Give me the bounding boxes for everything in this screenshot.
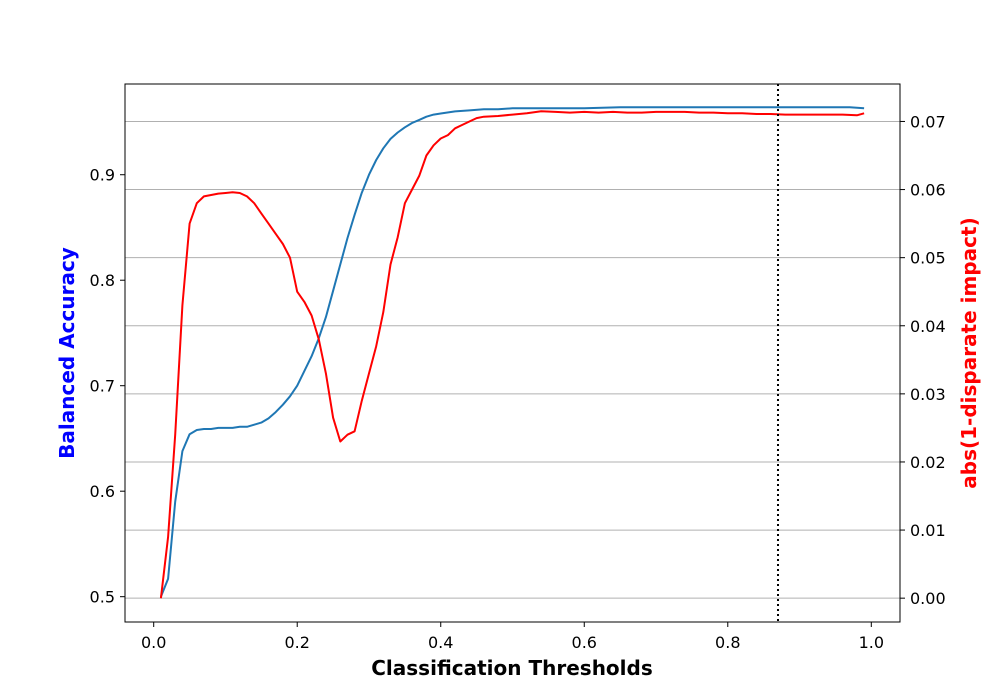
grid-lines: [125, 120, 900, 599]
right-y-tick-label: 0.02: [910, 453, 946, 472]
x-tick-label: 0.6: [572, 633, 597, 652]
left-y-axis: 0.5 0.6 0.7 0.8 0.9: [90, 166, 125, 607]
right-y-tick-label: 0.05: [910, 249, 946, 268]
accuracy-series-line: [159, 106, 865, 598]
x-axis: 0.0 0.2 0.4 0.6 0.8 1.0: [141, 622, 884, 652]
right-y-axis-title: abs(1-disparate impact): [957, 217, 981, 488]
right-y-tick-label: 0.04: [910, 317, 946, 336]
left-y-axis-title: Balanced Accuracy: [55, 247, 79, 459]
right-y-tick-label: 0.03: [910, 385, 946, 404]
series-layer: [159, 106, 865, 599]
right-y-axis: 0.00 0.01 0.02 0.03 0.04 0.05 0.06 0.07: [900, 112, 946, 608]
right-y-tick-label: 0.07: [910, 112, 946, 131]
right-y-tick-label: 0.01: [910, 521, 946, 540]
left-y-tick-label: 0.9: [90, 166, 115, 185]
plot-frame: [124, 83, 901, 623]
x-tick-label: 0.8: [715, 633, 740, 652]
right-y-tick-label: 0.00: [910, 589, 946, 608]
x-tick-label: 1.0: [859, 633, 884, 652]
left-y-tick-label: 0.8: [90, 271, 115, 290]
x-tick-label: 0.0: [141, 633, 166, 652]
x-axis-title: Classification Thresholds: [371, 656, 653, 680]
right-y-tick-label: 0.06: [910, 181, 946, 200]
left-y-tick-label: 0.5: [90, 588, 115, 607]
x-tick-label: 0.4: [428, 633, 453, 652]
disparity-series-line: [159, 110, 865, 599]
left-y-tick-label: 0.6: [90, 482, 115, 501]
x-tick-label: 0.2: [284, 633, 309, 652]
left-y-tick-label: 0.7: [90, 377, 115, 396]
